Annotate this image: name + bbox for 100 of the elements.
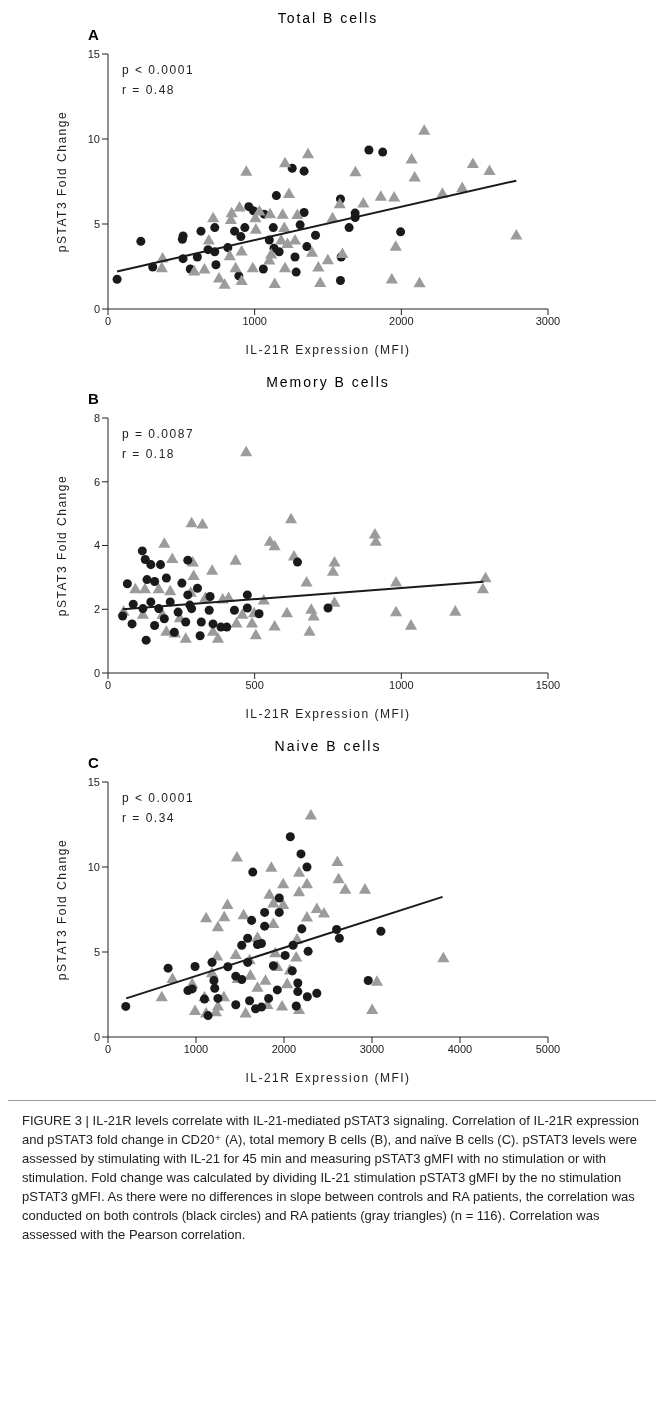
point bbox=[374, 190, 387, 201]
point bbox=[267, 917, 280, 928]
point bbox=[218, 278, 231, 289]
point bbox=[476, 582, 489, 594]
point bbox=[150, 621, 160, 631]
point bbox=[285, 832, 295, 842]
point bbox=[326, 565, 340, 576]
point bbox=[236, 232, 246, 242]
point bbox=[187, 984, 197, 994]
point bbox=[196, 226, 206, 236]
point bbox=[211, 260, 221, 270]
point bbox=[240, 445, 253, 457]
point bbox=[240, 223, 250, 233]
point bbox=[291, 267, 301, 277]
annotation: r = 0.18 bbox=[122, 446, 177, 463]
x-tick-label: 1500 bbox=[535, 678, 561, 691]
x-tick-label: 3000 bbox=[359, 1042, 385, 1055]
point bbox=[300, 910, 314, 922]
point bbox=[282, 187, 296, 199]
y-tick-label: 6 bbox=[93, 475, 100, 488]
point bbox=[268, 620, 281, 631]
point bbox=[385, 273, 398, 284]
x-tick-label: 2000 bbox=[389, 314, 414, 327]
point bbox=[181, 617, 191, 627]
point bbox=[299, 166, 309, 176]
point bbox=[366, 1003, 379, 1014]
y-tick-label: 0 bbox=[93, 302, 100, 315]
x-axis-title: IL-21R Expression (MFI) bbox=[245, 707, 411, 721]
point bbox=[230, 226, 240, 236]
point bbox=[297, 924, 307, 934]
point bbox=[404, 619, 418, 630]
y-tick-label: 10 bbox=[87, 132, 100, 145]
text: C bbox=[88, 754, 99, 771]
y-axis-title: pSTAT3 Fold Change bbox=[55, 110, 70, 253]
point bbox=[312, 261, 325, 272]
point bbox=[140, 555, 150, 565]
point bbox=[310, 902, 323, 914]
point bbox=[173, 607, 183, 617]
x-tick-label: 3000 bbox=[535, 314, 561, 327]
point bbox=[290, 950, 303, 962]
x-tick-label: 1000 bbox=[389, 678, 414, 691]
point bbox=[243, 933, 253, 943]
point bbox=[268, 539, 281, 551]
point bbox=[155, 990, 168, 1002]
point bbox=[235, 274, 248, 285]
point bbox=[166, 552, 179, 564]
point bbox=[210, 223, 220, 233]
point bbox=[253, 205, 266, 216]
y-tick-label: 0 bbox=[93, 666, 100, 679]
point bbox=[293, 987, 303, 997]
point bbox=[196, 617, 206, 627]
point bbox=[389, 240, 402, 251]
point bbox=[268, 223, 278, 233]
point bbox=[314, 276, 327, 288]
point bbox=[276, 208, 289, 219]
point bbox=[264, 993, 274, 1003]
x-axis-title: IL-21R Expression (MFI) bbox=[245, 1071, 411, 1085]
y-tick-label: 2 bbox=[93, 603, 100, 616]
point bbox=[237, 940, 247, 950]
point bbox=[259, 974, 272, 985]
point bbox=[274, 907, 284, 917]
point bbox=[323, 603, 333, 613]
point bbox=[229, 605, 239, 615]
point bbox=[280, 606, 294, 618]
point bbox=[396, 227, 406, 237]
point bbox=[129, 582, 142, 594]
point bbox=[265, 861, 278, 872]
point bbox=[281, 977, 294, 989]
point bbox=[405, 153, 418, 164]
point bbox=[260, 921, 270, 931]
chart-title: Memory B cells bbox=[265, 374, 391, 390]
point bbox=[212, 272, 226, 283]
point bbox=[249, 628, 262, 640]
point bbox=[245, 616, 259, 628]
x-tick-label: 500 bbox=[245, 678, 264, 691]
point bbox=[389, 576, 403, 587]
y-tick-label: 5 bbox=[93, 945, 100, 958]
point bbox=[155, 560, 166, 570]
point bbox=[290, 252, 300, 262]
point bbox=[122, 579, 132, 589]
point bbox=[277, 898, 290, 909]
point bbox=[183, 555, 193, 565]
x-tick-label: 0 bbox=[104, 314, 112, 327]
point bbox=[291, 1001, 301, 1011]
point bbox=[292, 866, 306, 877]
point bbox=[333, 197, 346, 209]
x-tick-label: 2000 bbox=[271, 1042, 297, 1055]
point bbox=[233, 201, 246, 212]
point bbox=[364, 145, 374, 155]
point bbox=[349, 165, 362, 177]
point bbox=[281, 237, 294, 249]
point bbox=[260, 907, 270, 917]
point bbox=[388, 190, 401, 202]
point bbox=[246, 261, 259, 273]
point bbox=[199, 994, 209, 1004]
point bbox=[179, 632, 192, 643]
point bbox=[196, 518, 209, 529]
point bbox=[211, 920, 224, 932]
point bbox=[141, 635, 151, 645]
point bbox=[328, 556, 341, 567]
